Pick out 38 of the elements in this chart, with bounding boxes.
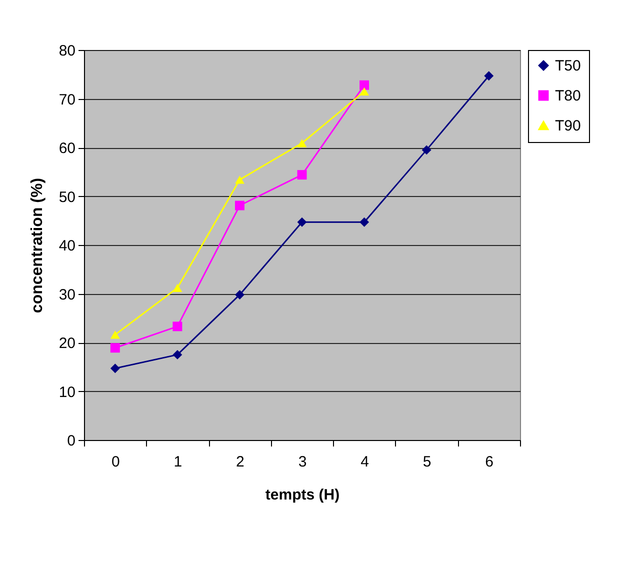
x-tick-label: 1 — [174, 454, 182, 470]
point — [422, 145, 432, 155]
y-tick-label: 80 — [58, 42, 76, 60]
x-tick-label: 2 — [236, 454, 244, 470]
point — [360, 87, 370, 96]
y-tick-label: 30 — [58, 286, 76, 304]
point — [110, 343, 120, 353]
x-tick-label: 5 — [422, 454, 432, 470]
y-tick-label: 50 — [58, 188, 76, 206]
y-tick-label: 60 — [58, 140, 76, 157]
point — [484, 71, 494, 81]
point — [360, 80, 370, 90]
point — [172, 284, 182, 292]
x-axis-title: tempts (H) — [265, 486, 340, 504]
y-tick-label: 20 — [58, 335, 76, 352]
y-tick-label: 70 — [58, 91, 76, 108]
point — [110, 364, 120, 374]
point — [297, 217, 307, 227]
point — [360, 217, 370, 227]
point — [297, 139, 307, 148]
y-tick-label: 40 — [58, 238, 76, 254]
x-tick-label: 3 — [298, 454, 307, 470]
y-tick-label: 10 — [58, 384, 76, 401]
point — [297, 170, 307, 180]
x-tick-label: 6 — [485, 454, 494, 470]
legend-label: T90 — [555, 118, 581, 134]
legend-label: T80 — [555, 88, 581, 104]
point — [110, 330, 120, 339]
point — [234, 176, 244, 184]
y-tick-label: 0 — [67, 432, 76, 450]
point — [234, 200, 244, 210]
point — [172, 350, 182, 360]
legend-label: T50 — [555, 58, 581, 74]
point — [172, 322, 182, 332]
point — [234, 290, 244, 300]
x-tick-label: 4 — [360, 454, 369, 470]
y-axis-title: concentration (%) — [28, 178, 46, 314]
x-tick-label: 0 — [111, 454, 120, 470]
